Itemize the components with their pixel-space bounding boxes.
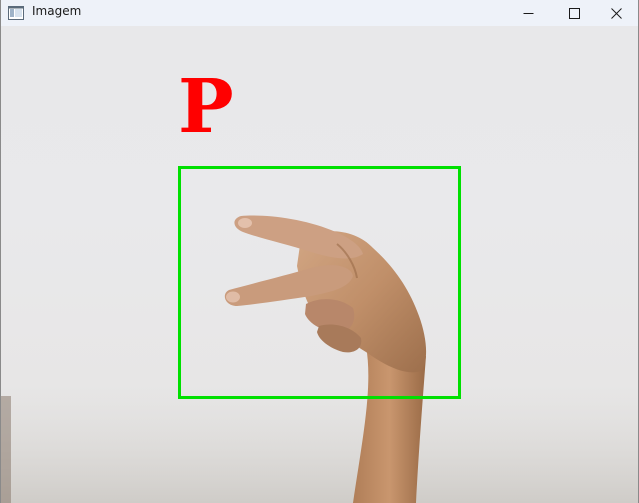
- app-window-icon: [8, 5, 24, 20]
- close-icon: [610, 4, 622, 23]
- close-button[interactable]: [593, 0, 638, 26]
- minimize-button[interactable]: [505, 0, 551, 26]
- camera-frame: P: [1, 26, 638, 503]
- prediction-label: P: [178, 64, 234, 150]
- window-title: Imagem: [32, 4, 82, 18]
- detection-bounding-box: [178, 166, 461, 399]
- title-bar[interactable]: Imagem: [1, 0, 638, 26]
- maximize-icon: [568, 4, 580, 23]
- hand-image: [1, 215, 638, 503]
- maximize-button[interactable]: [551, 0, 597, 26]
- minimize-icon: [523, 4, 534, 23]
